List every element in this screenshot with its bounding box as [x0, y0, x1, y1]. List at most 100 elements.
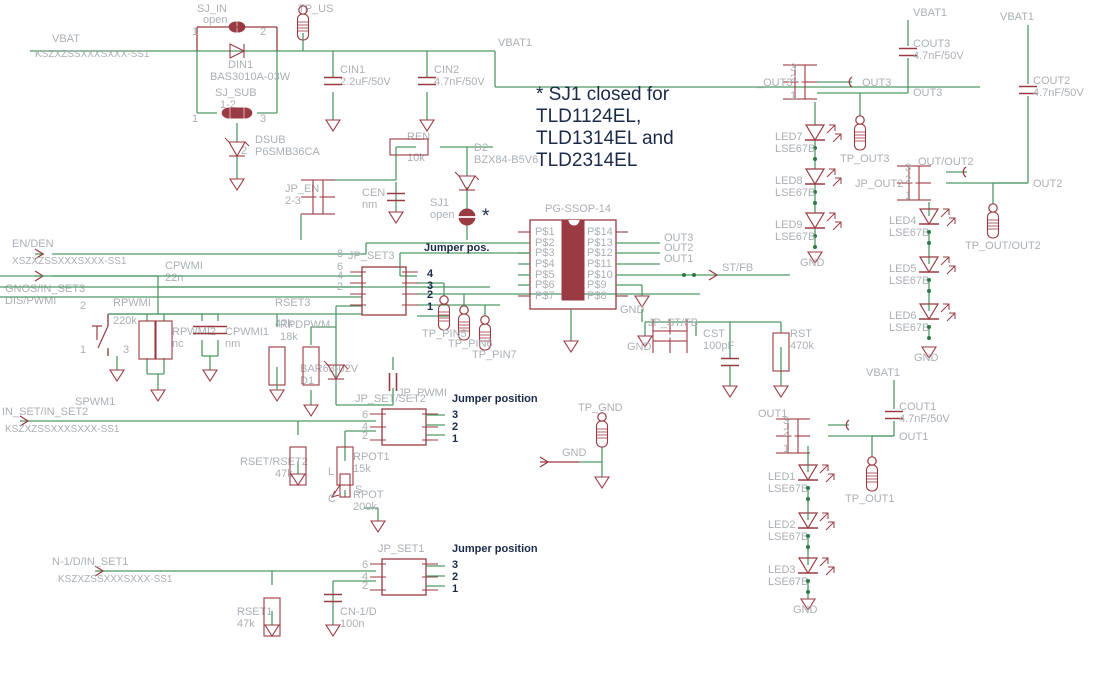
svg-text:2: 2 [362, 580, 368, 592]
svg-text:VBAT1: VBAT1 [498, 37, 532, 49]
svg-text:SJ_SUB: SJ_SUB [215, 87, 257, 99]
svg-text:JP_ST/FB: JP_ST/FB [648, 317, 698, 329]
svg-text:RSET3: RSET3 [275, 297, 310, 309]
svg-text:LED1: LED1 [768, 471, 796, 483]
svg-text:6: 6 [362, 409, 368, 421]
svg-text:10k: 10k [407, 152, 425, 164]
svg-text:VBAT1: VBAT1 [913, 7, 947, 19]
svg-text:GND: GND [627, 341, 652, 353]
svg-text:2: 2 [783, 427, 789, 439]
svg-text:47k: 47k [237, 618, 255, 630]
svg-text:2: 2 [80, 300, 86, 312]
svg-text:KSZXZSSXXXSXXX-SS1: KSZXZSSXXXSXXX-SS1 [5, 424, 120, 435]
svg-text:RSET1: RSET1 [237, 606, 272, 618]
svg-text:1: 1 [427, 301, 433, 313]
svg-text:P6SMB36CA: P6SMB36CA [255, 146, 320, 158]
svg-text:RSET/RSET2: RSET/RSET2 [240, 456, 308, 468]
svg-text:P$8: P$8 [587, 290, 607, 302]
svg-text:JP_SET1: JP_SET1 [378, 543, 424, 555]
svg-text:TP_GND: TP_GND [578, 402, 623, 414]
svg-text:L: L [328, 466, 334, 478]
svg-text:JP_SET3: JP_SET3 [348, 250, 394, 262]
svg-text:OUT2: OUT2 [1033, 178, 1062, 190]
svg-text:LSE67B: LSE67B [775, 143, 815, 155]
svg-text:LSE67B: LSE67B [889, 227, 929, 239]
svg-text:GND: GND [793, 604, 818, 616]
svg-text:LED3: LED3 [768, 564, 796, 576]
svg-text:DSUB: DSUB [255, 134, 286, 146]
svg-text:VBAT1: VBAT1 [866, 367, 900, 379]
svg-text:LSE67B: LSE67B [768, 483, 808, 495]
svg-text:3: 3 [123, 344, 129, 356]
svg-text:4.7nF/50V: 4.7nF/50V [1033, 87, 1084, 99]
svg-text:CPWMI: CPWMI [165, 260, 203, 272]
svg-text:3: 3 [452, 409, 458, 421]
svg-text:1: 1 [192, 113, 198, 125]
svg-text:EN/DEN: EN/DEN [12, 238, 54, 250]
svg-text:DIN1: DIN1 [228, 59, 253, 71]
svg-text:CN-1/D: CN-1/D [340, 606, 377, 618]
svg-text:1: 1 [905, 190, 911, 202]
svg-text:100n: 100n [340, 618, 364, 630]
svg-text:3: 3 [452, 559, 458, 571]
svg-text:LED6: LED6 [889, 310, 917, 322]
svg-text:TLD1314EL and: TLD1314EL and [536, 128, 674, 149]
svg-text:1: 1 [80, 344, 86, 356]
svg-text:REN: REN [407, 131, 430, 143]
svg-text:1: 1 [452, 433, 458, 445]
svg-text:OUT/OUT2: OUT/OUT2 [918, 156, 974, 168]
svg-text:GND: GND [800, 257, 825, 269]
svg-text:TP_PIN7: TP_PIN7 [472, 349, 517, 361]
svg-text:nm: nm [225, 338, 240, 350]
svg-text:2.2uF/50V: 2.2uF/50V [340, 76, 391, 88]
svg-text:GND: GND [620, 304, 645, 316]
svg-text:220k: 220k [113, 315, 137, 327]
svg-text:ST/FB: ST/FB [722, 262, 753, 274]
svg-text:JP_OUT2: JP_OUT2 [855, 178, 903, 190]
svg-text:TLD2314EL: TLD2314EL [536, 150, 637, 171]
svg-text:2: 2 [337, 281, 343, 293]
svg-text:LSE67B: LSE67B [889, 322, 929, 334]
svg-text:4.7nF/50V: 4.7nF/50V [899, 413, 950, 425]
svg-text:RST: RST [790, 328, 812, 340]
svg-text:LED5: LED5 [889, 263, 917, 275]
svg-text:VBAT1: VBAT1 [1000, 11, 1034, 23]
svg-text:RPWMI2: RPWMI2 [172, 326, 216, 338]
svg-text:TP_OUT1: TP_OUT1 [845, 493, 895, 505]
svg-text:CIN2: CIN2 [434, 64, 459, 76]
svg-text:2: 2 [790, 73, 796, 85]
svg-text:SJ1: SJ1 [430, 197, 449, 209]
svg-text:S: S [355, 484, 362, 496]
svg-text:COUT3: COUT3 [913, 38, 950, 50]
svg-text:6: 6 [362, 559, 368, 571]
svg-text:1: 1 [790, 90, 796, 102]
svg-text:RPWMI: RPWMI [113, 297, 151, 309]
svg-text:JP_EN: JP_EN [285, 183, 319, 195]
svg-text:2: 2 [427, 289, 433, 301]
svg-text:4: 4 [427, 268, 434, 280]
svg-text:LSE67B: LSE67B [775, 231, 815, 243]
svg-text:open: open [203, 14, 227, 26]
svg-text:3: 3 [783, 415, 789, 427]
svg-text:TLD1124EL,: TLD1124EL, [536, 106, 641, 127]
svg-text:OUT1: OUT1 [899, 431, 928, 443]
svg-text:15k: 15k [353, 463, 371, 475]
svg-text:CST: CST [703, 328, 725, 340]
svg-text:1: 1 [192, 26, 198, 38]
svg-text:RPDPWM: RPDPWM [280, 319, 330, 331]
svg-text:COUT1: COUT1 [899, 401, 936, 413]
svg-text:1: 1 [452, 583, 458, 595]
svg-text:_OUT3: _OUT3 [756, 77, 792, 89]
svg-text:LED9: LED9 [775, 219, 803, 231]
svg-text:P$7: P$7 [535, 290, 555, 302]
svg-text:8: 8 [337, 248, 343, 260]
svg-text:BAS3010A-03W: BAS3010A-03W [210, 71, 291, 83]
svg-text:200k: 200k [353, 501, 377, 513]
svg-text:OUT3: OUT3 [862, 77, 891, 89]
svg-text:XSZXZSSXXXSXXX-SS1: XSZXZSSXXXSXXX-SS1 [12, 256, 127, 267]
svg-text:*: * [482, 206, 490, 227]
svg-text:4.7nF/50V: 4.7nF/50V [434, 76, 485, 88]
svg-text:JP_SET/SET2: JP_SET/SET2 [355, 393, 426, 405]
svg-text:open: open [430, 209, 454, 221]
svg-text:3: 3 [905, 162, 911, 174]
